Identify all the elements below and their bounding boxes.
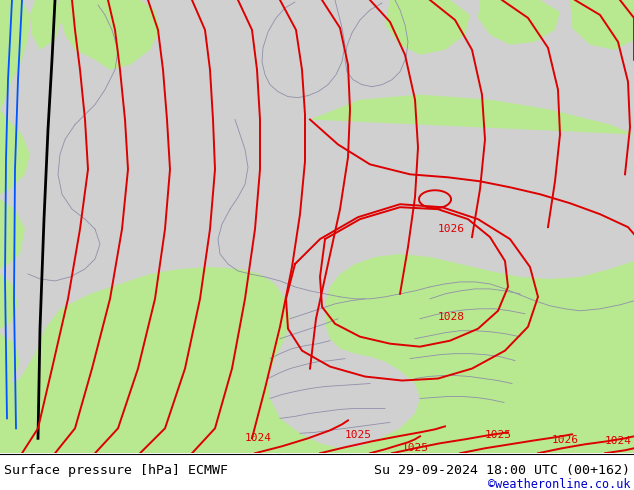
Polygon shape [238,309,265,334]
Text: ©weatheronline.co.uk: ©weatheronline.co.uk [488,478,630,490]
Text: Su 29-09-2024 18:00 UTC (00+162): Su 29-09-2024 18:00 UTC (00+162) [374,464,630,477]
Polygon shape [570,0,634,50]
Text: 1026: 1026 [552,435,578,445]
Polygon shape [0,0,30,110]
Polygon shape [478,0,560,45]
Text: 1028: 1028 [438,312,465,322]
Text: 1025: 1025 [344,430,372,441]
Polygon shape [0,95,634,458]
Text: 1026: 1026 [438,224,465,234]
Polygon shape [60,0,160,70]
Text: 1025: 1025 [401,443,429,453]
Text: 1025: 1025 [484,430,512,441]
Polygon shape [0,334,20,389]
Polygon shape [195,284,225,314]
Polygon shape [0,199,25,269]
Text: 1024: 1024 [245,433,271,443]
Polygon shape [0,274,18,329]
Polygon shape [0,393,22,453]
Polygon shape [540,384,560,403]
Polygon shape [385,0,470,55]
Polygon shape [30,0,62,50]
Text: Surface pressure [hPa] ECMWF: Surface pressure [hPa] ECMWF [4,464,228,477]
Polygon shape [500,393,518,414]
Text: 1024: 1024 [604,436,631,446]
Polygon shape [0,110,30,194]
Polygon shape [148,294,172,317]
